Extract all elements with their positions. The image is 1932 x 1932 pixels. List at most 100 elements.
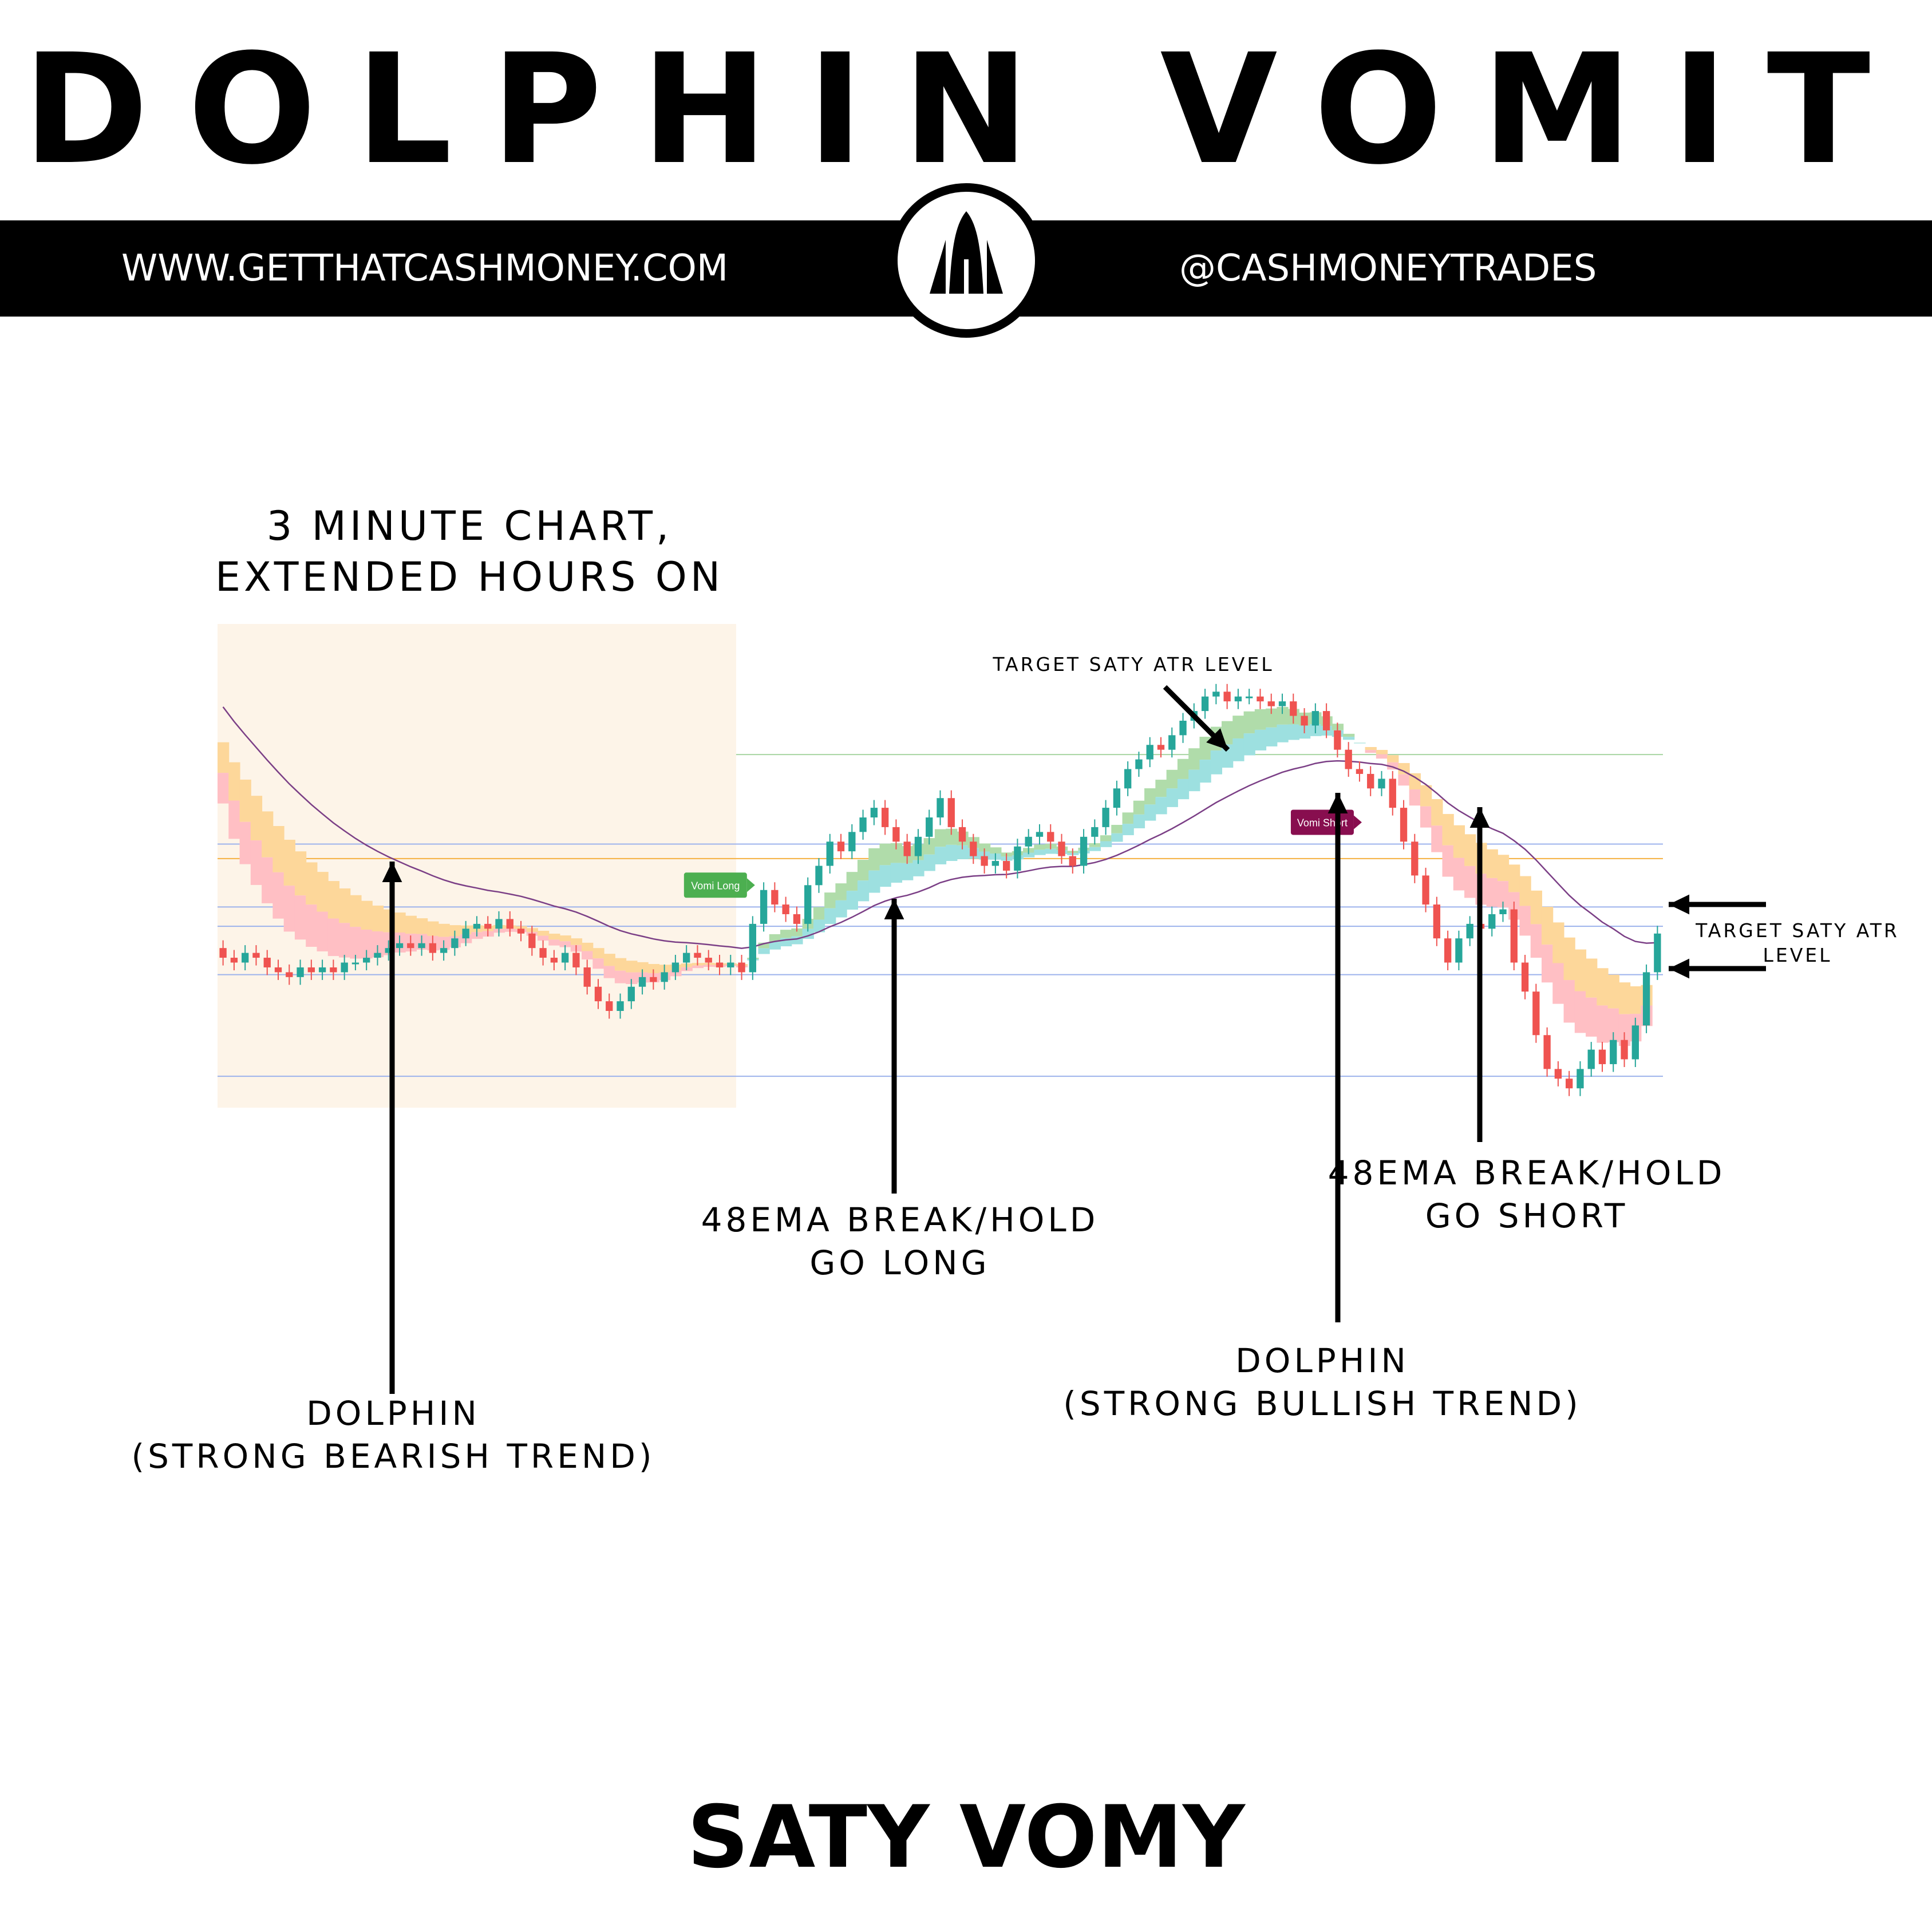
cloud-segment	[1365, 746, 1377, 750]
cloud-segment	[1232, 716, 1244, 738]
candle-body	[683, 953, 690, 963]
candle-body	[661, 972, 668, 982]
target-atr-label-right-line: TARGET SATY ATR	[1696, 919, 1899, 942]
candle-body	[1091, 827, 1099, 837]
cloud-segment	[1023, 852, 1035, 858]
cloud-segment	[1376, 754, 1388, 759]
candle-body	[1356, 769, 1364, 774]
cloud-segment	[218, 773, 230, 804]
candle-body	[804, 885, 812, 924]
cloud-segment	[1398, 762, 1410, 775]
cloud-segment	[1111, 824, 1123, 833]
candle-body	[539, 948, 547, 958]
cloud-segment	[548, 934, 560, 940]
candle-body	[583, 967, 591, 987]
cloud-segment	[317, 872, 329, 912]
cloud-segment	[923, 838, 935, 855]
candle-body	[1168, 735, 1176, 750]
cloud-segment	[228, 762, 240, 801]
website-link[interactable]: WWW.GETTHATCASHMONEY.COM	[121, 247, 729, 290]
cloud-segment	[1607, 1008, 1619, 1042]
cloud-segment	[361, 929, 373, 959]
cloud-segment	[1563, 980, 1575, 1023]
candle-body	[1631, 1025, 1639, 1060]
cloud-segment	[1597, 968, 1609, 1006]
candle-body	[1036, 832, 1044, 837]
dolphin-bearish-label-line: (STRONG BEARISH TREND)	[131, 1437, 655, 1476]
cloud-segment	[835, 883, 847, 900]
cloud-segment	[1354, 742, 1366, 744]
cloud-segment	[1497, 855, 1510, 882]
cloud-segment	[857, 880, 870, 902]
candle-body	[561, 953, 569, 963]
candle-body	[517, 929, 525, 934]
candle-body	[694, 953, 701, 958]
cloud-segment	[361, 900, 373, 930]
cloud-segment	[1144, 804, 1156, 821]
cloud-segment	[890, 843, 903, 863]
cloud-segment	[582, 951, 594, 960]
arrow-target-right-upper-head	[1669, 894, 1690, 915]
candle-body	[1389, 779, 1396, 808]
cloud-segment	[239, 821, 251, 864]
cloud-segment	[758, 942, 770, 949]
candle-body	[1543, 1035, 1551, 1069]
cloud-segment	[339, 888, 351, 923]
candle-body	[771, 890, 779, 905]
cloud-segment	[1232, 738, 1244, 761]
target-atr-label-right-line: LEVEL	[1763, 943, 1832, 966]
candle-body	[1102, 808, 1109, 827]
cloud-segment	[394, 912, 406, 933]
cloud-segment	[327, 918, 340, 957]
candle-body	[716, 962, 724, 967]
candle-body	[1554, 1069, 1562, 1079]
cloud-segment	[890, 863, 903, 883]
cloud-segment	[548, 939, 560, 946]
candle-body	[671, 962, 679, 973]
cloud-segment	[1100, 841, 1112, 847]
candle-body	[1058, 841, 1065, 856]
candle-body	[1654, 933, 1661, 973]
cloud-segment	[1034, 850, 1046, 855]
cloud-segment	[637, 962, 649, 973]
candle-body	[1411, 841, 1419, 876]
candle-body	[1598, 1049, 1606, 1064]
cloud-segment	[846, 891, 858, 910]
cloud-segment	[1177, 779, 1190, 800]
cloud-segment	[1453, 858, 1465, 891]
candle-body	[881, 808, 889, 827]
cloud-segment	[780, 930, 792, 938]
cloud-segment	[372, 931, 384, 958]
candle-body	[1002, 861, 1010, 871]
candle-body	[1577, 1069, 1584, 1089]
candle-body	[330, 967, 337, 973]
candle-body	[462, 929, 469, 939]
candle-body	[1201, 696, 1209, 712]
cloud-segment	[879, 843, 891, 866]
candle-body	[1014, 846, 1021, 871]
vomi-long-text: Vomi Long	[691, 880, 740, 891]
dolphin-bearish-label-line: DOLPHIN	[306, 1394, 480, 1433]
candle-body	[1621, 1040, 1628, 1060]
candle-body	[991, 861, 999, 866]
cloud-segment	[626, 961, 638, 973]
candle-body	[252, 953, 260, 958]
cloud-segment	[306, 862, 318, 905]
arrow-ema-short-head	[1469, 807, 1490, 828]
candle-body	[341, 962, 348, 973]
candle-body	[1113, 788, 1121, 808]
candle-body	[1025, 836, 1032, 847]
cloud-segment	[1365, 750, 1377, 753]
social-handle[interactable]: @CASHMONEYTRADES	[1179, 247, 1597, 290]
cloud-segment	[1343, 733, 1355, 737]
cloud-segment	[228, 800, 240, 839]
cloud-segment	[934, 847, 947, 864]
cloud-segment	[1133, 800, 1145, 815]
candle-body	[1234, 696, 1242, 702]
cloud-segment	[262, 811, 274, 858]
cloud-segment	[626, 972, 638, 985]
candle-body	[926, 817, 933, 837]
arrow-target-top-head	[1206, 728, 1228, 750]
cloud-segment	[879, 865, 891, 887]
chart-note-line: 3 MINUTE CHART,	[266, 503, 673, 550]
